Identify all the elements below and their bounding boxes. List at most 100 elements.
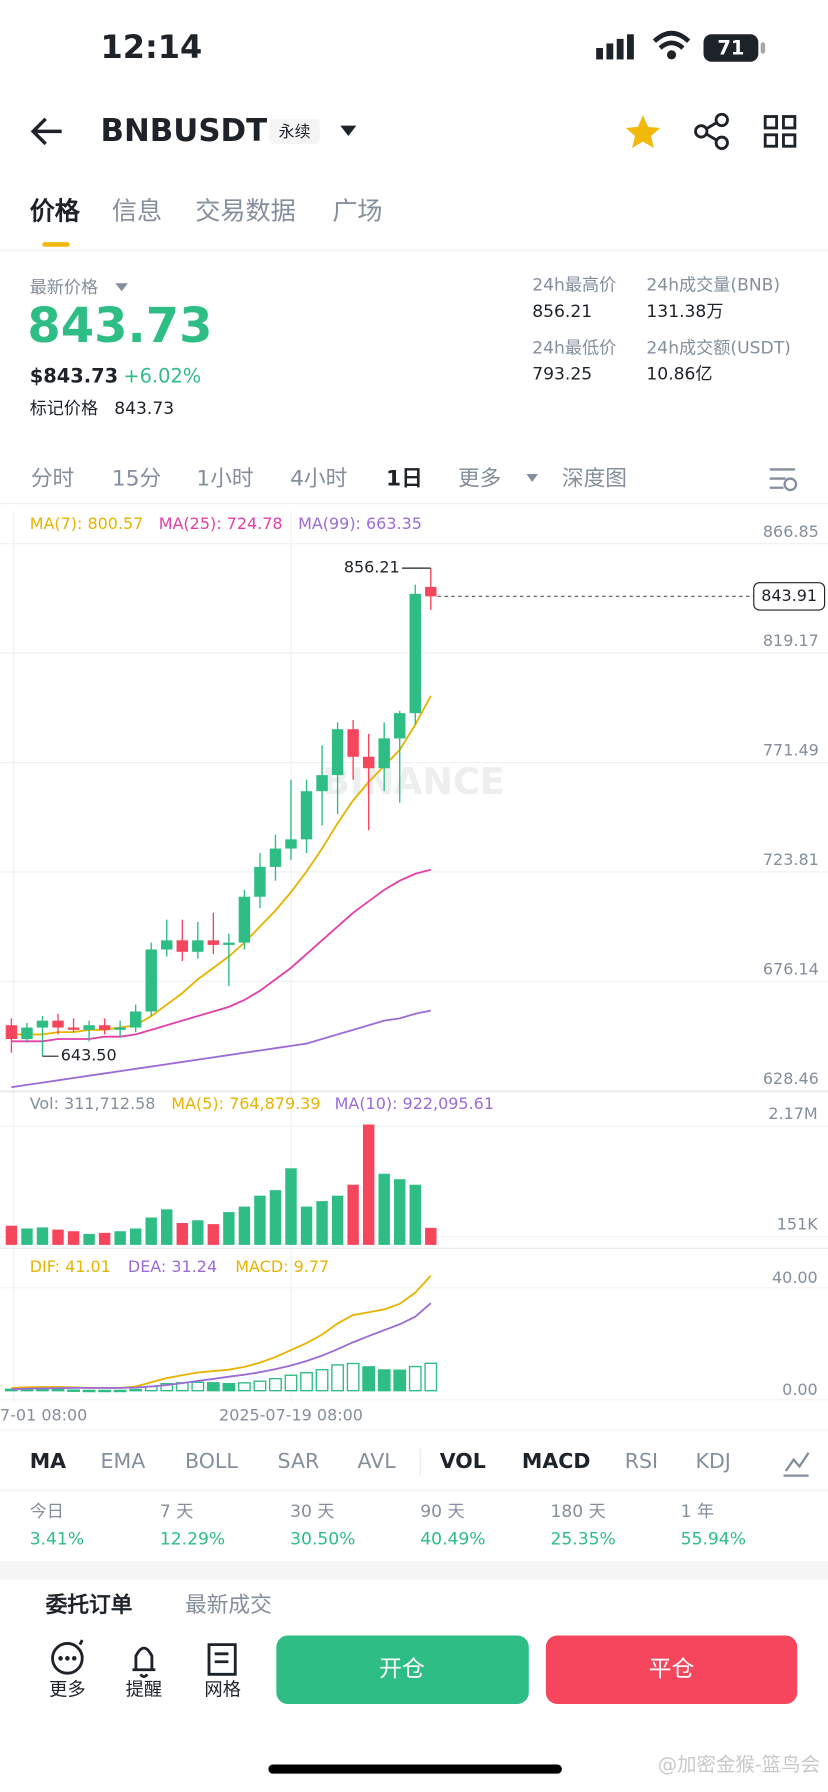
tab-indicator	[42, 242, 70, 247]
sub-indicator[interactable]: KDJ	[696, 1449, 731, 1473]
period-return: 3.41%	[30, 1530, 84, 1550]
period-return: 55.94%	[681, 1530, 746, 1550]
y-tick-label: 819.17	[763, 631, 819, 650]
interval[interactable]: 更多	[458, 467, 501, 492]
volume-bar	[83, 1233, 95, 1245]
chart-settings-icon[interactable]	[769, 468, 798, 492]
order-tab[interactable]: 最新成交	[185, 1593, 272, 1618]
volume-bar	[192, 1220, 204, 1245]
volume-bar	[129, 1228, 142, 1245]
sub-indicator[interactable]: RSI	[625, 1449, 658, 1473]
period-label: 今日	[30, 1502, 64, 1522]
y-tick-label: 628.46	[763, 1069, 819, 1088]
candle-body	[36, 1020, 49, 1028]
macd-bar	[377, 1369, 391, 1392]
battery	[703, 34, 759, 62]
volume-bar	[114, 1231, 126, 1245]
macd-bar	[269, 1377, 282, 1392]
sub-indicator[interactable]: MACD	[522, 1449, 590, 1473]
tab[interactable]: 信息	[112, 196, 162, 225]
tool-label[interactable]: 提醒	[126, 1679, 163, 1700]
candle-body	[409, 593, 421, 714]
last-price: 843.73	[27, 298, 212, 354]
main-indicator[interactable]: MA	[30, 1449, 66, 1473]
section-gap	[0, 1561, 828, 1580]
order-tab[interactable]: 委托订单	[46, 1593, 133, 1618]
interval[interactable]: 1日	[386, 467, 423, 492]
grid-menu-icon[interactable]	[763, 115, 797, 148]
price-dropdown[interactable]	[115, 283, 128, 292]
candle-body	[285, 839, 297, 849]
period-return: 40.49%	[420, 1530, 485, 1550]
tool-label[interactable]: 更多	[49, 1679, 86, 1700]
main-indicator[interactable]: SAR	[278, 1449, 320, 1473]
macd-bar	[160, 1382, 174, 1392]
interval[interactable]: 分时	[31, 467, 74, 492]
ma-legend: MA(99): 663.35	[298, 514, 422, 533]
candle-body	[161, 940, 173, 950]
wifi-dot	[666, 50, 677, 60]
macd-bar	[362, 1366, 376, 1392]
period-label: 30 天	[290, 1502, 334, 1522]
sell-label[interactable]: 平仓	[649, 1656, 695, 1682]
stat-value: 10.86亿	[646, 365, 712, 385]
buy-button[interactable]	[276, 1635, 529, 1705]
more-dropdown[interactable]	[526, 474, 538, 482]
volume-bar	[223, 1212, 235, 1245]
usd-price: $843.73	[30, 364, 118, 387]
volume-bar	[394, 1179, 406, 1245]
tag-box	[269, 118, 320, 144]
volume-legend: MA(5): 764,879.39	[171, 1094, 320, 1113]
tool-label[interactable]: 网格	[204, 1679, 241, 1700]
macd-bar	[51, 1388, 65, 1392]
indicator-settings-icon[interactable]	[783, 1452, 810, 1477]
main-indicator[interactable]: BOLL	[185, 1449, 238, 1473]
signal-icon	[596, 34, 634, 60]
back-button[interactable]	[30, 117, 62, 146]
volume-bar	[409, 1184, 421, 1245]
period-return: 30.50%	[290, 1530, 355, 1550]
interval[interactable]: 15分	[112, 467, 161, 492]
main-indicator[interactable]: AVL	[357, 1449, 396, 1473]
symbol-dropdown[interactable]	[340, 125, 357, 136]
candle-body	[331, 729, 344, 776]
macd-bar	[331, 1364, 344, 1392]
volume-bar	[316, 1201, 328, 1245]
macd-bar	[98, 1389, 112, 1393]
interval[interactable]: 4小时	[290, 467, 347, 492]
y-tick-label: 676.14	[763, 959, 819, 978]
candle-body	[192, 940, 204, 952]
tab[interactable]: 广场	[332, 196, 382, 225]
contract-tag: 永续	[279, 122, 311, 141]
interval[interactable]: 深度图	[562, 467, 627, 492]
tab[interactable]: 交易数据	[195, 196, 295, 225]
volume-bar	[300, 1206, 313, 1245]
volume-bar	[5, 1225, 18, 1245]
volume-bar	[425, 1227, 437, 1245]
macd-bar	[191, 1381, 205, 1392]
volume-bar	[331, 1195, 344, 1245]
sub-indicator[interactable]: VOL	[440, 1449, 486, 1473]
volume-bar	[176, 1223, 188, 1245]
interval[interactable]: 1小时	[196, 467, 253, 492]
period-label: 7 天	[160, 1502, 193, 1522]
tab[interactable]: 价格	[30, 196, 81, 225]
buy-label[interactable]: 开仓	[379, 1656, 425, 1682]
sell-button[interactable]	[545, 1635, 798, 1705]
main-indicator[interactable]: EMA	[101, 1449, 146, 1473]
candle-body	[425, 586, 437, 597]
period-label: 180 天	[550, 1502, 605, 1522]
battery-level: 71	[717, 37, 744, 60]
macd-bar	[393, 1369, 407, 1392]
share-icon[interactable]	[694, 112, 729, 150]
favorite-star[interactable]	[625, 115, 661, 148]
volume-legend: Vol: 311,712.58	[30, 1094, 156, 1113]
volume-bar	[52, 1229, 64, 1245]
candle-body	[145, 949, 157, 1012]
macd-bar	[408, 1365, 422, 1392]
candle-body	[5, 1025, 18, 1040]
volume-bar	[21, 1228, 33, 1245]
tool-icons	[51, 1639, 237, 1679]
volume-bar	[238, 1206, 251, 1245]
candle-body	[300, 791, 313, 840]
